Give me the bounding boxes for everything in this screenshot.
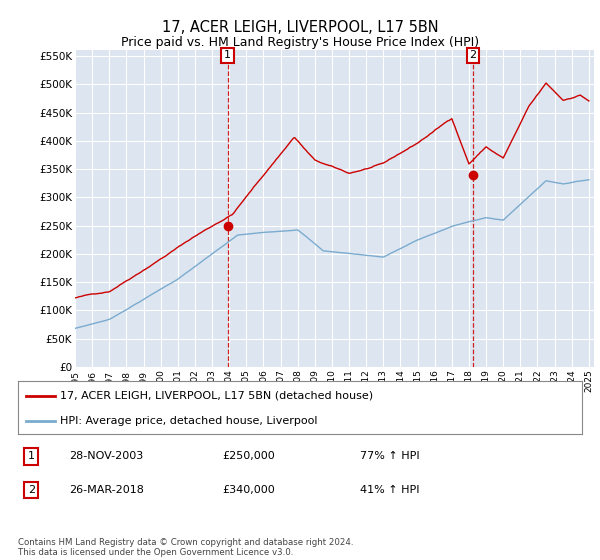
Text: Contains HM Land Registry data © Crown copyright and database right 2024.
This d: Contains HM Land Registry data © Crown c… bbox=[18, 538, 353, 557]
Text: 1: 1 bbox=[28, 451, 35, 461]
Text: Price paid vs. HM Land Registry's House Price Index (HPI): Price paid vs. HM Land Registry's House … bbox=[121, 36, 479, 49]
Text: £340,000: £340,000 bbox=[222, 485, 275, 495]
Text: 2: 2 bbox=[28, 485, 35, 495]
Text: 77% ↑ HPI: 77% ↑ HPI bbox=[360, 451, 419, 461]
Text: 28-NOV-2003: 28-NOV-2003 bbox=[69, 451, 143, 461]
Text: HPI: Average price, detached house, Liverpool: HPI: Average price, detached house, Live… bbox=[60, 416, 318, 426]
Text: £250,000: £250,000 bbox=[222, 451, 275, 461]
Text: 2: 2 bbox=[469, 50, 476, 60]
Text: 41% ↑ HPI: 41% ↑ HPI bbox=[360, 485, 419, 495]
Text: 17, ACER LEIGH, LIVERPOOL, L17 5BN (detached house): 17, ACER LEIGH, LIVERPOOL, L17 5BN (deta… bbox=[60, 391, 373, 401]
Text: 17, ACER LEIGH, LIVERPOOL, L17 5BN: 17, ACER LEIGH, LIVERPOOL, L17 5BN bbox=[161, 20, 439, 35]
Text: 26-MAR-2018: 26-MAR-2018 bbox=[69, 485, 144, 495]
Text: 1: 1 bbox=[224, 50, 231, 60]
